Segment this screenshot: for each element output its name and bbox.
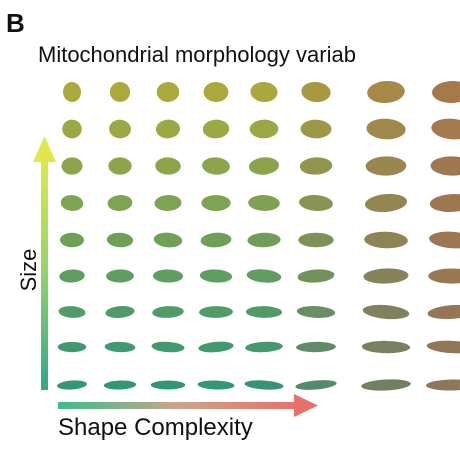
mitochondrion [366, 118, 406, 140]
mitochondrion [62, 82, 82, 102]
mitochondrion [298, 232, 334, 248]
mitochondrion [365, 156, 407, 176]
mitochondrion [248, 157, 280, 175]
mitochondrion [431, 118, 460, 140]
mitochondrion [200, 232, 232, 248]
mitochondrion [295, 380, 337, 390]
mitochondrion [362, 304, 410, 320]
mitochondrion [244, 380, 284, 390]
mitochondrion [105, 306, 135, 318]
mitochondrion [202, 157, 230, 175]
mitochondrion [155, 157, 181, 175]
mitochondrion [199, 269, 233, 283]
mitochondrion [249, 119, 279, 139]
mitochondrion [299, 157, 333, 175]
mitochondrion [155, 119, 181, 139]
mitochondrion [201, 195, 231, 211]
mitochondrion [58, 306, 86, 318]
title: Mitochondrial morphology variab [38, 42, 356, 67]
mitochondrion [301, 81, 331, 103]
mitochondrion [60, 195, 84, 211]
mitochondrion [203, 81, 229, 103]
mitochondrion [247, 232, 281, 248]
mitochondrion [60, 232, 84, 248]
mitochondrion [59, 269, 85, 283]
mitochondrion [427, 304, 460, 320]
mitochondrion [426, 379, 460, 391]
x-axis-label: Shape Complexity [58, 414, 253, 441]
mitochondrion [57, 341, 87, 353]
mitochondrion [62, 119, 82, 139]
size-arrow-shaft [41, 160, 48, 390]
complexity-arrow-head [294, 394, 318, 417]
mitochondrion [103, 380, 137, 390]
mitochondrion [61, 157, 83, 175]
mitochondrion [432, 80, 460, 104]
mitochondrion [296, 306, 336, 318]
y-axis-label: Size [16, 249, 41, 292]
mitochondrion [246, 269, 282, 283]
mitochondrion [428, 268, 460, 284]
mitochondrion [426, 340, 460, 354]
mitochondrion [367, 80, 405, 104]
mitochondrion [245, 306, 283, 318]
mitochondrion [106, 232, 134, 248]
mitochondrion [248, 195, 280, 211]
mitochondrion [151, 341, 185, 353]
mitochondrion [430, 156, 460, 176]
mitochondrion [429, 193, 460, 213]
mitochondrion [107, 195, 133, 211]
mitochondrion [363, 268, 409, 284]
mitochondrion [197, 380, 235, 390]
mitochondrion [108, 157, 132, 175]
mitochondrion [109, 119, 131, 139]
mitochondrion [429, 231, 460, 249]
mitochondrion [299, 194, 333, 212]
mitochondrion [198, 341, 234, 353]
mitochondrion [202, 119, 230, 139]
mitochondrion [300, 119, 332, 139]
mitochondrion [150, 380, 186, 390]
mitochondrion [361, 379, 411, 391]
mitochondrion [245, 341, 283, 353]
mitochondrion [297, 269, 335, 283]
panel-label: B [6, 8, 25, 38]
morphology-grid [57, 80, 460, 391]
mitochondrion [364, 231, 408, 249]
mitochondrion [106, 269, 134, 283]
mitochondrion [152, 269, 184, 283]
mitochondrion [154, 195, 182, 211]
mitochondrion [152, 306, 184, 318]
mitochondrion [296, 341, 336, 353]
size-arrow-head [33, 136, 56, 162]
mitochondrion [104, 341, 136, 353]
mitochondrion [156, 81, 180, 103]
mitochondrion [250, 81, 278, 103]
mitochondrion [153, 232, 183, 248]
mitochondrion [361, 340, 411, 354]
mitochondrion [364, 193, 408, 213]
mitochondrion [109, 81, 131, 103]
mitochondrion [199, 306, 233, 318]
complexity-arrow-shaft [58, 402, 298, 409]
mitochondrion [57, 380, 87, 390]
